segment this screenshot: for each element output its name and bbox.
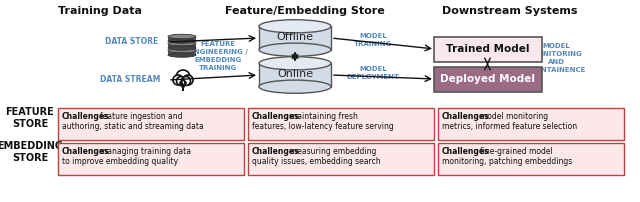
Circle shape: [183, 75, 193, 85]
Text: : maintaining fresh: : maintaining fresh: [285, 112, 358, 121]
Text: Challenges: Challenges: [252, 112, 300, 121]
Text: monitoring, patching embeddings: monitoring, patching embeddings: [442, 157, 572, 166]
Text: : fine-grained model: : fine-grained model: [475, 147, 553, 156]
Ellipse shape: [168, 34, 196, 39]
Polygon shape: [168, 37, 196, 41]
Ellipse shape: [168, 41, 196, 46]
Text: Challenges: Challenges: [442, 112, 490, 121]
Text: : feature ingestion and: : feature ingestion and: [95, 112, 182, 121]
Text: Online: Online: [277, 69, 313, 79]
Circle shape: [177, 77, 186, 85]
Text: features, low-latency feature serving: features, low-latency feature serving: [252, 122, 394, 131]
Text: MODEL
TRAINING: MODEL TRAINING: [354, 33, 392, 47]
Text: quality issues, embedding search: quality issues, embedding search: [252, 157, 381, 166]
FancyBboxPatch shape: [58, 108, 244, 140]
Ellipse shape: [259, 43, 331, 56]
Circle shape: [182, 77, 191, 85]
Ellipse shape: [259, 20, 331, 33]
Text: Deployed Model: Deployed Model: [440, 74, 535, 84]
Text: Challenges: Challenges: [252, 147, 300, 156]
Text: DATA STORE: DATA STORE: [105, 38, 158, 46]
Ellipse shape: [168, 53, 196, 57]
Ellipse shape: [168, 39, 196, 43]
Text: : managing training data: : managing training data: [95, 147, 191, 156]
FancyBboxPatch shape: [438, 108, 624, 140]
Text: Feature/Embedding Store: Feature/Embedding Store: [225, 6, 385, 16]
Text: FEATURE
ENGINEERING /
EMBEDDING
TRAINING: FEATURE ENGINEERING / EMBEDDING TRAINING: [189, 41, 248, 71]
Text: Offline: Offline: [276, 32, 314, 42]
FancyBboxPatch shape: [248, 143, 434, 175]
FancyBboxPatch shape: [433, 37, 541, 61]
Ellipse shape: [259, 57, 331, 70]
Text: Downstream Systems: Downstream Systems: [442, 6, 578, 16]
Text: MODEL
MONITORING
AND
MAINTAINENCE: MODEL MONITORING AND MAINTAINENCE: [526, 43, 586, 73]
Text: Challenges: Challenges: [62, 147, 109, 156]
Polygon shape: [259, 63, 331, 87]
Ellipse shape: [168, 48, 196, 53]
Text: Training Data: Training Data: [58, 6, 142, 16]
Circle shape: [176, 70, 190, 84]
Text: Challenges: Challenges: [442, 147, 490, 156]
Ellipse shape: [168, 46, 196, 50]
Text: authoring, static and streaming data: authoring, static and streaming data: [62, 122, 204, 131]
Text: : model monitoring: : model monitoring: [475, 112, 548, 121]
Polygon shape: [168, 43, 196, 48]
FancyBboxPatch shape: [248, 108, 434, 140]
Text: DATA STREAM: DATA STREAM: [100, 75, 161, 83]
FancyBboxPatch shape: [438, 143, 624, 175]
Text: to improve embedding quality: to improve embedding quality: [62, 157, 178, 166]
Text: Challenges: Challenges: [62, 112, 109, 121]
Text: : measuring embedding: : measuring embedding: [285, 147, 376, 156]
Circle shape: [173, 75, 183, 85]
Polygon shape: [259, 26, 331, 50]
Ellipse shape: [259, 80, 331, 93]
Text: metrics, informed feature selection: metrics, informed feature selection: [442, 122, 577, 131]
Text: Trained Model: Trained Model: [445, 44, 529, 54]
Polygon shape: [168, 50, 196, 55]
Text: EMBEDDING
STORE: EMBEDDING STORE: [0, 141, 63, 163]
FancyBboxPatch shape: [433, 66, 541, 92]
Text: FEATURE
STORE: FEATURE STORE: [6, 107, 54, 129]
Text: MODEL
DEPLOYMENT: MODEL DEPLOYMENT: [346, 66, 399, 80]
FancyBboxPatch shape: [58, 143, 244, 175]
